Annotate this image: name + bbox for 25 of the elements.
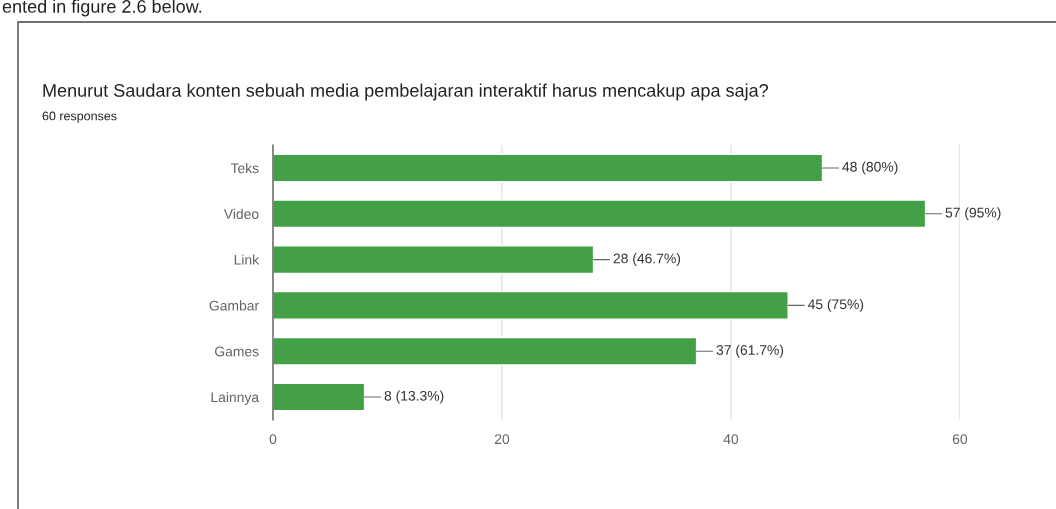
- y-tick-label: Video: [223, 208, 259, 219]
- x-tick-label: 20: [494, 434, 510, 445]
- y-tick-label: Link: [234, 254, 260, 265]
- x-tick-label: 60: [952, 434, 968, 445]
- text: ented in figure 2.6 below.: [2, 0, 202, 17]
- bar: [272, 382, 366, 412]
- data-label: 45 (75%): [807, 298, 864, 312]
- x-tick-label: 0: [269, 434, 277, 445]
- y-tick-label: Teks: [230, 162, 259, 174]
- bar: [272, 245, 595, 275]
- x-tick-label: 40: [723, 434, 739, 445]
- text: 60 responses: [42, 111, 117, 123]
- y-tick-label: Games: [215, 346, 259, 357]
- bar: [272, 336, 698, 366]
- bar: [272, 199, 927, 229]
- chart-title: Menurut Saudara konten sebuah media pembelajaran interaktif harus mencakup apa saja?: [43, 83, 769, 101]
- bar: [272, 153, 824, 183]
- y-tick-label: Gambar: [209, 300, 259, 311]
- data-label: 48 (80%): [842, 161, 898, 175]
- data-label: 37 (61.7%): [716, 344, 784, 358]
- data-label: 57 (95%): [945, 207, 1001, 221]
- data-label: 28 (46.7%): [613, 253, 681, 267]
- y-tick-label: Lainnya: [211, 391, 260, 405]
- data-label: 8 (13.3%): [384, 390, 444, 404]
- bar: [272, 290, 789, 320]
